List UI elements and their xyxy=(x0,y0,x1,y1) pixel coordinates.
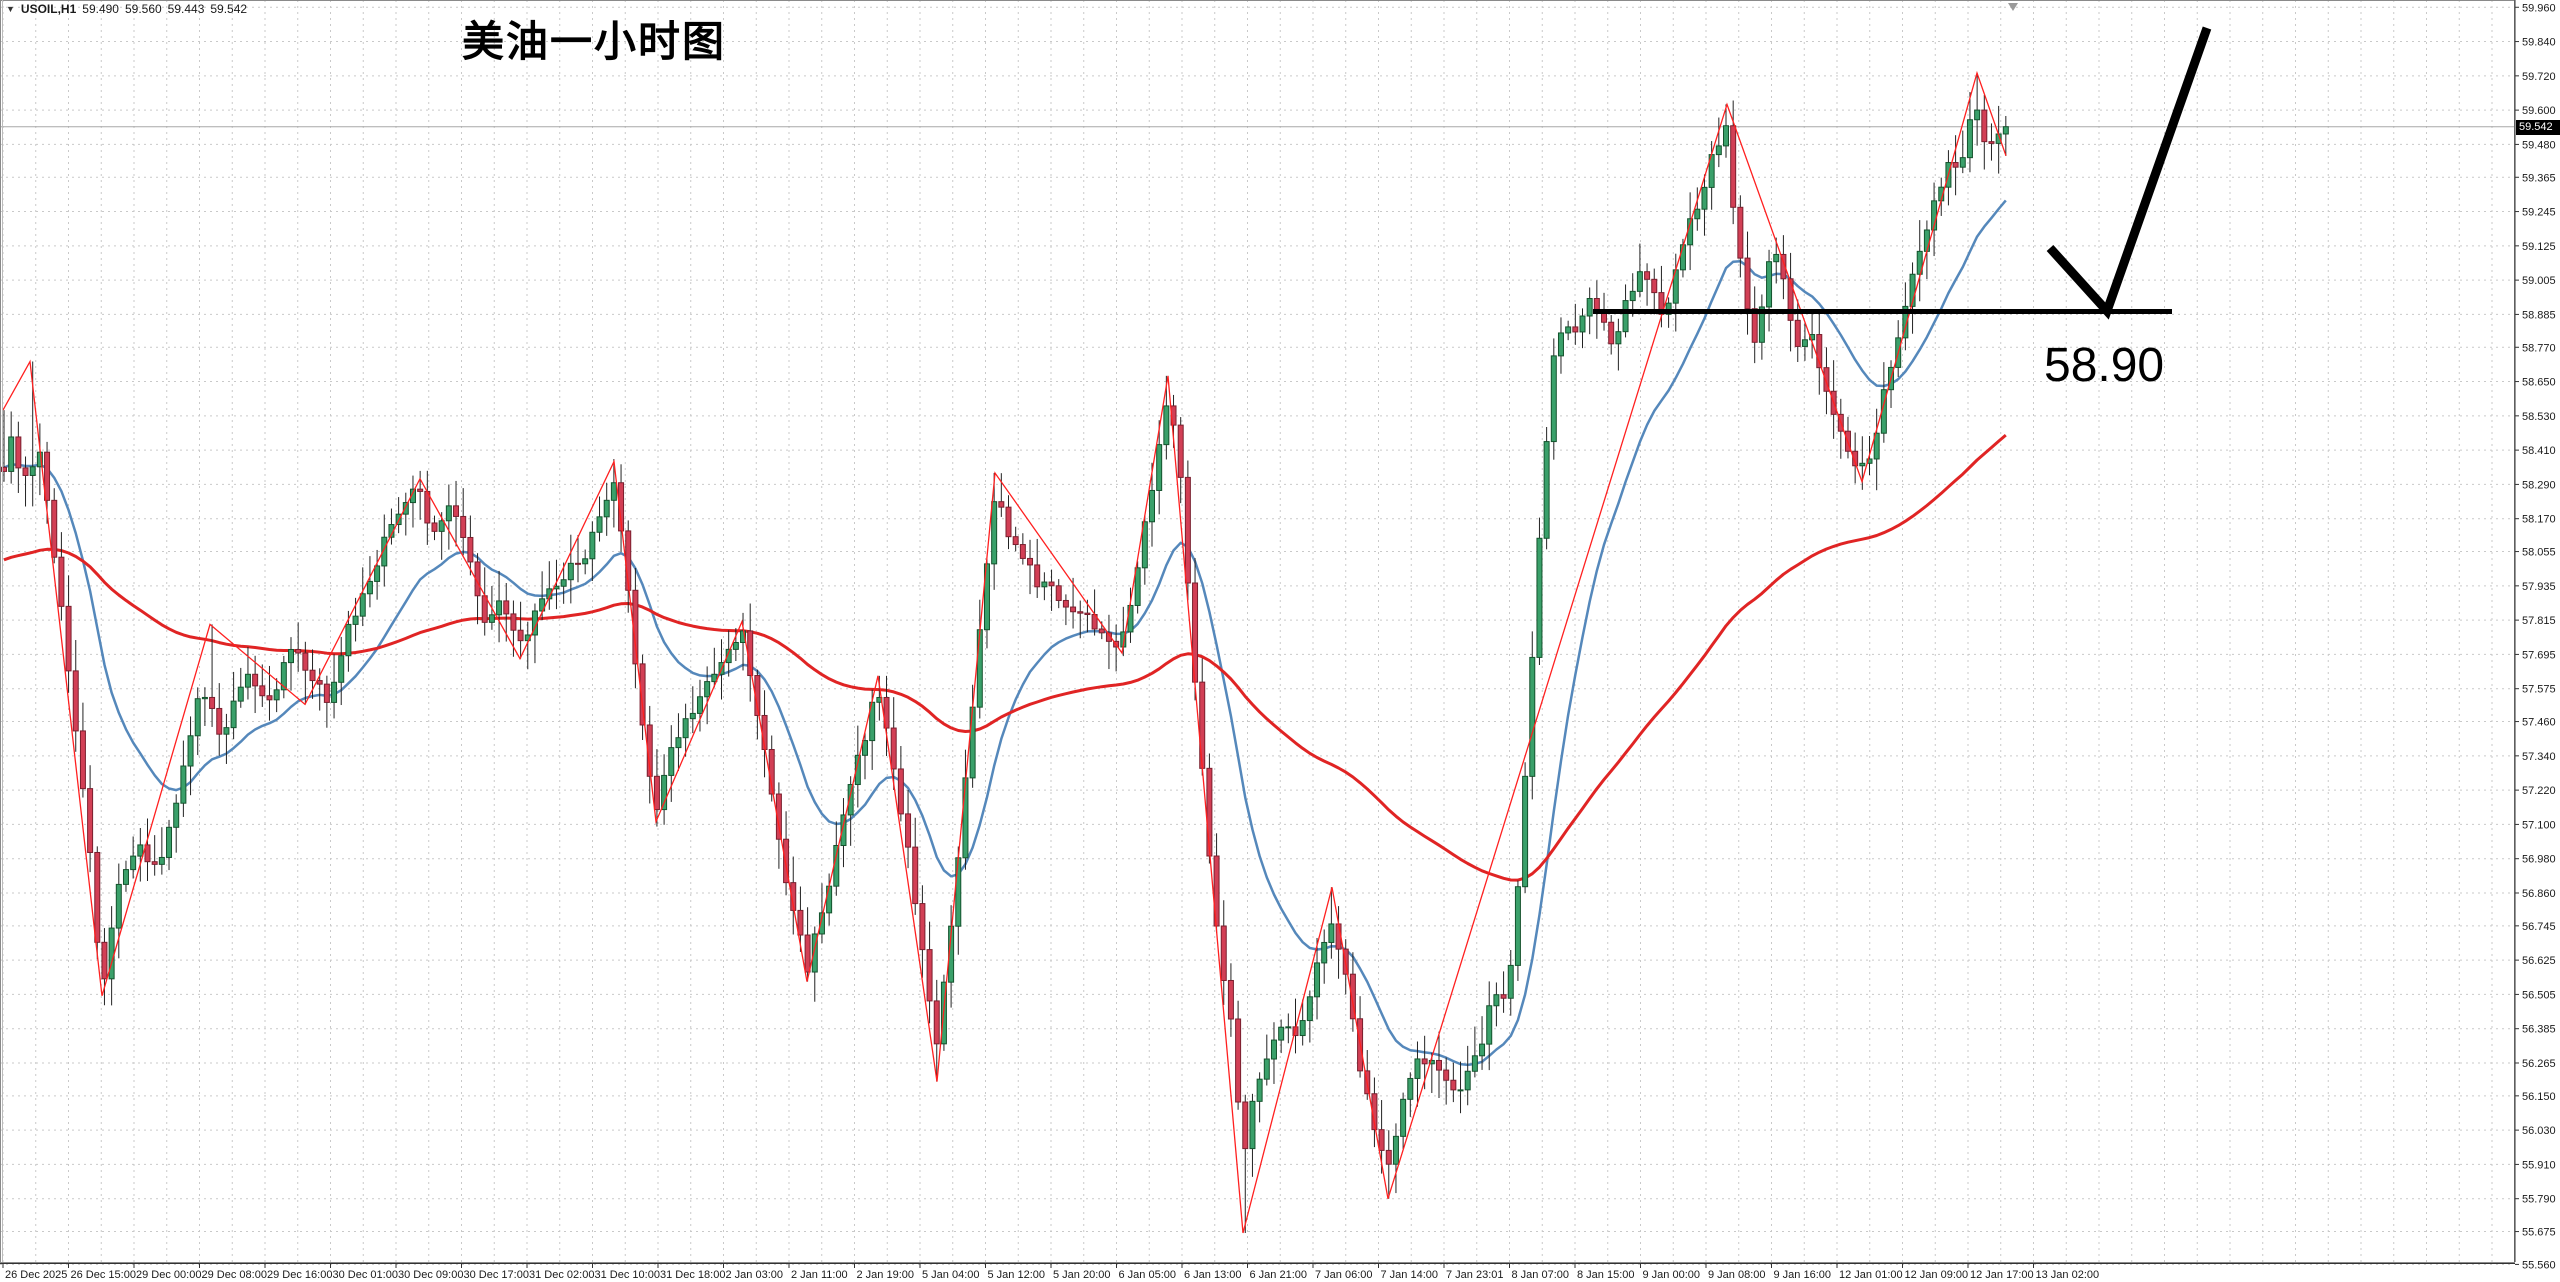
ohlc-low: 59.443 xyxy=(167,2,205,16)
time-axis-label: 26 Dec 15:00 xyxy=(71,1269,136,1281)
ohlc-open: 59.490 xyxy=(82,2,119,16)
time-axis-label: 13 Jan 02:00 xyxy=(2036,1269,2100,1281)
time-axis-label: 5 Jan 12:00 xyxy=(988,1269,1046,1281)
time-axis-label: 12 Jan 17:00 xyxy=(1970,1269,2034,1281)
price-axis-label: 58.055 xyxy=(2522,547,2556,559)
price-axis-label: 59.720 xyxy=(2522,71,2556,83)
time-axis-label: 7 Jan 14:00 xyxy=(1381,1269,1439,1281)
time-axis-label: 29 Dec 16:00 xyxy=(267,1269,332,1281)
price-axis-label: 58.410 xyxy=(2522,445,2556,457)
time-axis-label: 6 Jan 05:00 xyxy=(1119,1269,1177,1281)
time-axis-label: 12 Jan 09:00 xyxy=(1905,1269,1969,1281)
price-axis-label: 56.745 xyxy=(2522,921,2556,933)
grid xyxy=(0,0,2514,1265)
price-axis-label: 57.695 xyxy=(2522,649,2556,661)
price-axis-label: 59.600 xyxy=(2522,105,2556,117)
ma-slow-line xyxy=(3,433,2007,882)
chart-title-text[interactable]: 美油一小时图 xyxy=(462,18,727,65)
time-axis-label: 8 Jan 15:00 xyxy=(1577,1269,1635,1281)
price-axis-label: 57.220 xyxy=(2522,785,2556,797)
time-axis-label: 6 Jan 21:00 xyxy=(1250,1269,1308,1281)
current-price-badge: 59.542 xyxy=(2516,119,2560,135)
price-axis-label: 57.100 xyxy=(2522,819,2556,831)
price-axis-label: 56.505 xyxy=(2522,989,2556,1001)
price-axis-label: 59.125 xyxy=(2522,241,2556,253)
price-axis-label: 56.860 xyxy=(2522,888,2556,900)
price-axis-label: 55.675 xyxy=(2522,1227,2556,1239)
time-axis-label: 7 Jan 23:01 xyxy=(1446,1269,1504,1281)
price-axis-label: 55.560 xyxy=(2522,1259,2556,1271)
price-axis-label: 59.365 xyxy=(2522,172,2556,184)
price-axis-label: 57.460 xyxy=(2522,717,2556,729)
price-axis-label: 58.530 xyxy=(2522,411,2556,423)
price-axis-label: 59.960 xyxy=(2522,2,2556,14)
time-axis[interactable]: 26 Dec 2025 26 Dec 15:00 29 Dec 00:00 29 De… xyxy=(0,1263,2515,1281)
price-axis-label: 56.150 xyxy=(2522,1091,2556,1103)
symbol-name: USOIL,H1 xyxy=(20,2,77,16)
time-axis-label: 2 Jan 11:00 xyxy=(791,1269,848,1281)
time-axis-label: 30 Dec 17:00 xyxy=(464,1269,529,1281)
price-axis-label: 56.030 xyxy=(2522,1125,2556,1137)
price-axis-label: 56.265 xyxy=(2522,1058,2556,1070)
ohlc-close: 59.542 xyxy=(210,2,248,16)
time-axis-label: 5 Jan 20:00 xyxy=(1053,1269,1111,1281)
symbol-info-bar[interactable]: ▼ USOIL,H1 59.490 59.560 59.443 59.542 xyxy=(6,2,247,16)
price-axis-label: 56.625 xyxy=(2522,955,2556,967)
moving-averages xyxy=(3,199,2007,1067)
support-level-label[interactable]: 58.90 xyxy=(2044,339,2165,392)
price-axis-label: 59.245 xyxy=(2522,207,2556,219)
price-axis-label: 57.815 xyxy=(2522,615,2556,627)
price-axis-label: 56.385 xyxy=(2522,1024,2556,1036)
time-axis-label: 31 Dec 10:00 xyxy=(595,1269,660,1281)
time-axis-label: 9 Jan 16:00 xyxy=(1774,1269,1832,1281)
time-axis-label: 30 Dec 09:00 xyxy=(398,1269,463,1281)
price-axis-label: 57.575 xyxy=(2522,684,2556,696)
time-axis-label: 29 Dec 00:00 xyxy=(136,1269,201,1281)
collapse-indicators-icon[interactable]: ▼ xyxy=(6,4,15,14)
scroll-position-icon[interactable] xyxy=(2008,3,2018,11)
time-axis-label: 9 Jan 00:00 xyxy=(1643,1269,1701,1281)
price-axis-label: 58.290 xyxy=(2522,479,2556,491)
price-axis-label: 59.840 xyxy=(2522,37,2556,49)
time-axis-label: 5 Jan 04:00 xyxy=(922,1269,980,1281)
price-axis-label: 57.340 xyxy=(2522,751,2556,763)
price-axis-label: 55.790 xyxy=(2522,1194,2556,1206)
price-axis-label: 58.650 xyxy=(2522,377,2556,389)
time-axis-label: 6 Jan 13:00 xyxy=(1184,1269,1242,1281)
time-axis-label: 8 Jan 07:00 xyxy=(1512,1269,1570,1281)
checkmark-drawing[interactable] xyxy=(2046,26,2212,320)
zigzag-indicator-line xyxy=(2,70,2007,1234)
price-axis-label: 59.005 xyxy=(2522,275,2556,287)
time-axis-label: 26 Dec 2025 xyxy=(5,1269,67,1281)
price-axis[interactable]: 59.960 59.840 59.720 59.600 59.480 59.365 59.2… xyxy=(2514,0,2560,1282)
time-axis-label: 2 Jan 03:00 xyxy=(726,1269,784,1281)
candles xyxy=(1,72,2009,1233)
time-axis-label: 2 Jan 19:00 xyxy=(857,1269,915,1281)
time-axis-label: 12 Jan 01:00 xyxy=(1839,1269,1903,1281)
ma-fast-line xyxy=(3,199,2007,1067)
time-axis-label: 31 Dec 02:00 xyxy=(529,1269,594,1281)
price-axis-label: 58.885 xyxy=(2522,309,2556,321)
time-axis-label: 29 Dec 08:00 xyxy=(202,1269,267,1281)
price-axis-label: 55.910 xyxy=(2522,1159,2556,1171)
time-axis-label: 9 Jan 08:00 xyxy=(1708,1269,1766,1281)
price-axis-label: 56.980 xyxy=(2522,854,2556,866)
price-axis-label: 59.480 xyxy=(2522,139,2556,151)
ohlc-high: 59.560 xyxy=(124,2,162,16)
time-axis-label: 31 Dec 18:00 xyxy=(660,1269,725,1281)
price-axis-label: 58.770 xyxy=(2522,342,2556,354)
price-axis-label: 57.935 xyxy=(2522,581,2556,593)
plot-frame xyxy=(0,0,2515,1263)
time-axis-label: 30 Dec 01:00 xyxy=(333,1269,398,1281)
time-axis-label: 7 Jan 06:00 xyxy=(1315,1269,1373,1281)
price-axis-label: 58.170 xyxy=(2522,514,2556,526)
